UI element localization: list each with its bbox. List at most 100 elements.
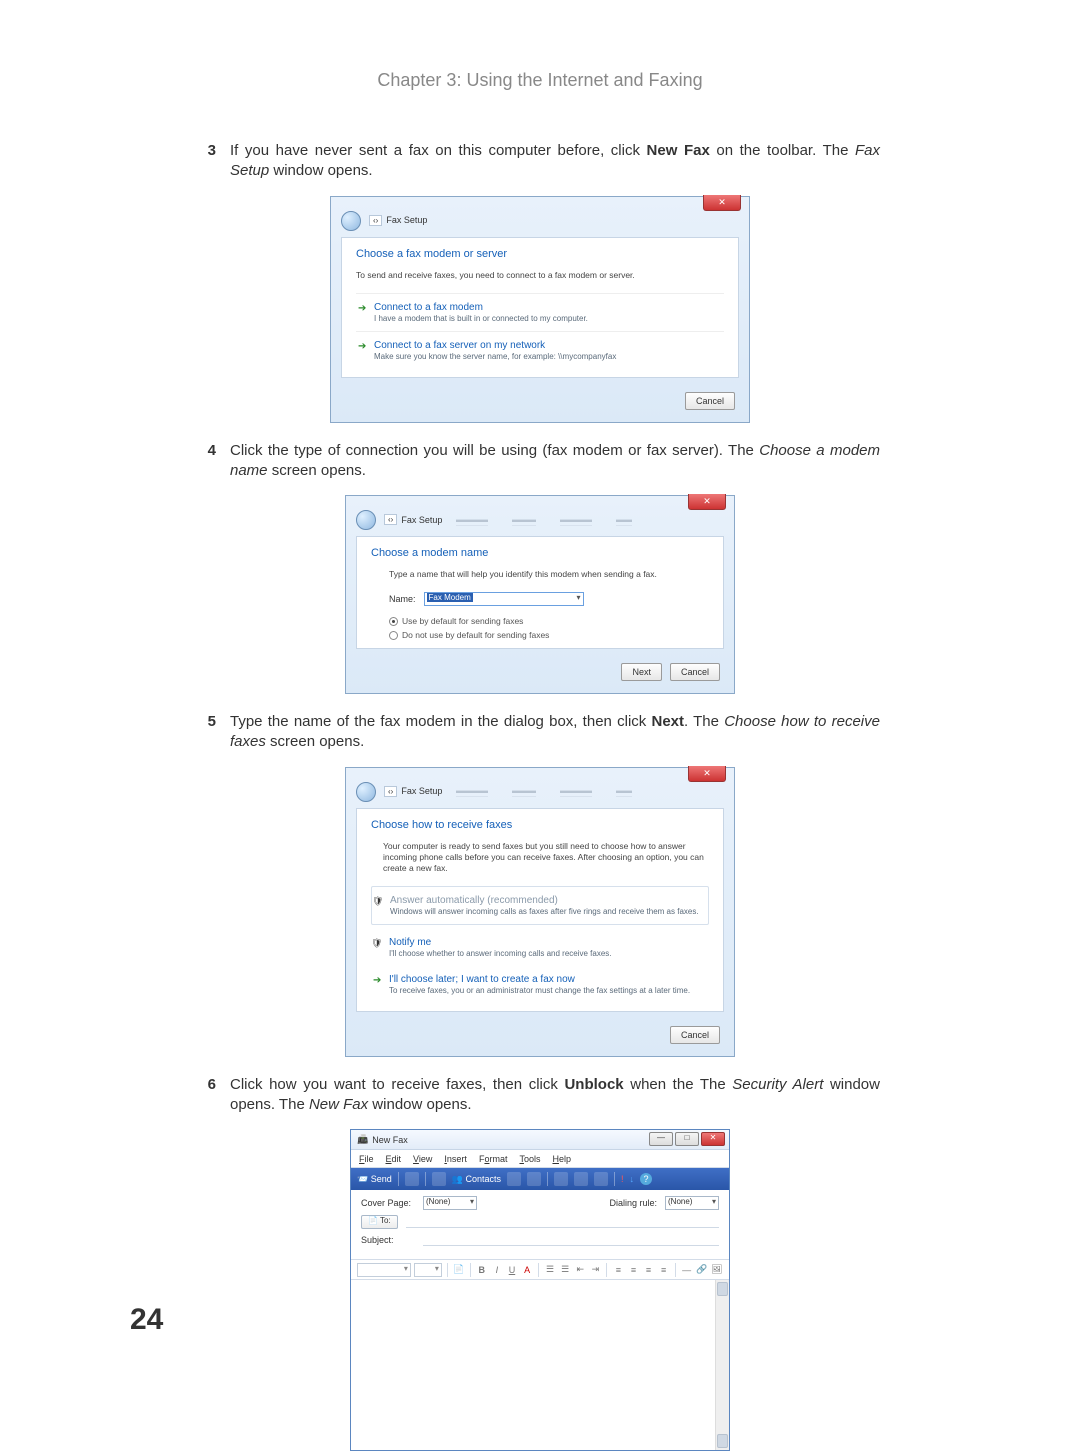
option-answer-auto[interactable]: 🛡 Answer automatically (recommended) Win… — [371, 886, 709, 925]
back-icon[interactable] — [341, 211, 361, 231]
link-icon[interactable]: 🔗 — [696, 1263, 708, 1277]
screenshot-choose-modem-name: ✕ ‹›Fax Setup ▬▬▬▬▬▬▬▬▬▬▬▬▬ Choose a mod… — [345, 495, 735, 694]
list-icon[interactable]: ☰ — [559, 1263, 571, 1277]
menu-tools[interactable]: Tools — [519, 1154, 540, 1164]
list-icon[interactable]: ☰ — [544, 1263, 556, 1277]
toolbar-icon[interactable] — [432, 1172, 446, 1186]
screenshot-receive-faxes: ✕ ‹›Fax Setup ▬▬▬▬▬▬▬▬▬▬▬▬▬ Choose how t… — [345, 767, 735, 1057]
step-text: If you have never sent a fax on this com… — [230, 141, 880, 182]
option-fax-server[interactable]: ➔ Connect to a fax server on my network … — [356, 331, 724, 369]
step-6: 6 Click how you want to receive faxes, t… — [200, 1075, 880, 1116]
subject-field[interactable] — [423, 1234, 719, 1246]
option-notify-me[interactable]: 🛡 Notify me I'll choose whether to answe… — [371, 929, 709, 966]
send-button[interactable]: 📨 Send — [357, 1174, 392, 1185]
toolbar-icon[interactable] — [527, 1172, 541, 1186]
toolbar-icon[interactable] — [574, 1172, 588, 1186]
toolbar-icon[interactable] — [594, 1172, 608, 1186]
menu-help[interactable]: Help — [552, 1154, 571, 1164]
dialog-subtext: Your computer is ready to send faxes but… — [383, 841, 709, 874]
menu-edit[interactable]: Edit — [386, 1154, 402, 1164]
radio-use-default[interactable]: Use by default for sending faxes — [389, 616, 709, 626]
cover-page-label: Cover Page: — [361, 1198, 415, 1208]
close-icon[interactable]: ✕ — [703, 195, 741, 211]
step-4: 4 Click the type of connection you will … — [200, 441, 880, 482]
shield-icon: 🛡 — [372, 896, 382, 906]
menu-insert[interactable]: Insert — [444, 1154, 467, 1164]
close-icon[interactable]: ✕ — [688, 766, 726, 782]
option-title: Connect to a fax modem — [374, 302, 720, 313]
dialog-heading: Choose a fax modem or server — [356, 248, 724, 260]
font-select[interactable] — [357, 1263, 411, 1277]
font-color-button[interactable]: A — [521, 1263, 533, 1277]
cancel-button[interactable]: Cancel — [670, 1026, 720, 1044]
close-icon[interactable]: ✕ — [701, 1132, 725, 1146]
underline-button[interactable]: U — [506, 1263, 518, 1277]
step-text: Click how you want to receive faxes, the… — [230, 1075, 880, 1116]
cancel-button[interactable]: Cancel — [685, 392, 735, 410]
maximize-icon[interactable]: □ — [675, 1132, 699, 1146]
menu-file[interactable]: File — [359, 1154, 374, 1164]
to-field[interactable] — [406, 1216, 719, 1228]
breadcrumb-label: Fax Setup — [401, 786, 442, 796]
indent-icon[interactable]: ⇥ — [589, 1263, 601, 1277]
flag-icon[interactable]: ↓ — [630, 1174, 635, 1184]
option-desc: Windows will answer incoming calls as fa… — [390, 907, 704, 916]
subject-label: Subject: — [361, 1235, 415, 1245]
align-right-icon[interactable]: ≡ — [643, 1263, 655, 1277]
dialing-rule-select[interactable]: (None) — [665, 1196, 719, 1210]
dialog-subtext: Type a name that will help you identify … — [389, 569, 709, 580]
contacts-button[interactable]: 👥 Contacts — [452, 1174, 501, 1185]
cancel-button[interactable]: Cancel — [670, 663, 720, 681]
option-desc: I have a modem that is built in or conne… — [374, 314, 720, 323]
option-fax-modem[interactable]: ➔ Connect to a fax modem I have a modem … — [356, 293, 724, 331]
dialog-heading: Choose how to receive faxes — [371, 819, 709, 831]
step-5: 5 Type the name of the fax modem in the … — [200, 712, 880, 753]
ghost-tabs: ▬▬▬▬▬▬▬▬▬▬▬▬▬ — [456, 780, 674, 804]
size-select[interactable] — [414, 1263, 442, 1277]
close-icon[interactable]: ✕ — [688, 494, 726, 510]
paragraph-icon[interactable]: 📄 — [453, 1263, 465, 1277]
step-number: 6 — [200, 1075, 230, 1116]
option-title: Connect to a fax server on my network — [374, 340, 720, 351]
hr-icon[interactable]: — — [681, 1263, 693, 1277]
name-input[interactable]: Fax Modem — [427, 593, 473, 602]
align-left-icon[interactable]: ≡ — [612, 1263, 624, 1277]
message-body[interactable] — [351, 1280, 729, 1450]
image-icon[interactable]: 🖼 — [711, 1263, 723, 1277]
step-text: Click the type of connection you will be… — [230, 441, 880, 482]
back-icon[interactable] — [356, 510, 376, 530]
toolbar-icon[interactable] — [554, 1172, 568, 1186]
outdent-icon[interactable]: ⇤ — [574, 1263, 586, 1277]
name-label: Name: — [389, 594, 416, 604]
bold-button[interactable]: B — [476, 1263, 488, 1277]
menu-bar: File Edit View Insert Format Tools Help — [351, 1150, 729, 1168]
step-number: 5 — [200, 712, 230, 753]
option-desc: I'll choose whether to answer incoming c… — [389, 949, 705, 958]
chapter-header: Chapter 3: Using the Internet and Faxing — [0, 0, 1080, 91]
scrollbar[interactable] — [715, 1280, 729, 1450]
next-button[interactable]: Next — [621, 663, 662, 681]
breadcrumb: ‹›Fax Setup — [384, 786, 442, 797]
menu-format[interactable]: Format — [479, 1154, 508, 1164]
ghost-tabs: ▬▬▬▬▬▬▬▬▬▬▬▬▬ — [456, 508, 674, 532]
priority-icon[interactable]: ! — [621, 1174, 624, 1184]
arrow-icon: ➔ — [373, 975, 383, 985]
menu-view[interactable]: View — [413, 1154, 432, 1164]
cover-page-select[interactable]: (None) — [423, 1196, 477, 1210]
radio-not-default[interactable]: Do not use by default for sending faxes — [389, 630, 709, 640]
align-center-icon[interactable]: ≡ — [627, 1263, 639, 1277]
format-toolbar: 📄 B I U A ☰ ☰ ⇤ ⇥ ≡ ≡ ≡ ≡ — 🔗 🖼 — [351, 1260, 729, 1280]
italic-button[interactable]: I — [491, 1263, 503, 1277]
align-justify-icon[interactable]: ≡ — [658, 1263, 670, 1277]
back-icon[interactable] — [356, 782, 376, 802]
page-content: 3 If you have never sent a fax on this c… — [0, 91, 1080, 1451]
option-choose-later[interactable]: ➔ I'll choose later; I want to create a … — [371, 966, 709, 1003]
to-button[interactable]: 📄 To: — [361, 1215, 398, 1229]
help-icon[interactable]: ? — [640, 1173, 652, 1185]
breadcrumb-label: Fax Setup — [401, 515, 442, 525]
minimize-icon[interactable]: — — [649, 1132, 673, 1146]
toolbar-icon[interactable] — [405, 1172, 419, 1186]
arrow-icon: ➔ — [358, 303, 368, 313]
screenshot-fax-setup-choose: ✕ ‹›Fax Setup Choose a fax modem or serv… — [330, 196, 750, 423]
toolbar-icon[interactable] — [507, 1172, 521, 1186]
